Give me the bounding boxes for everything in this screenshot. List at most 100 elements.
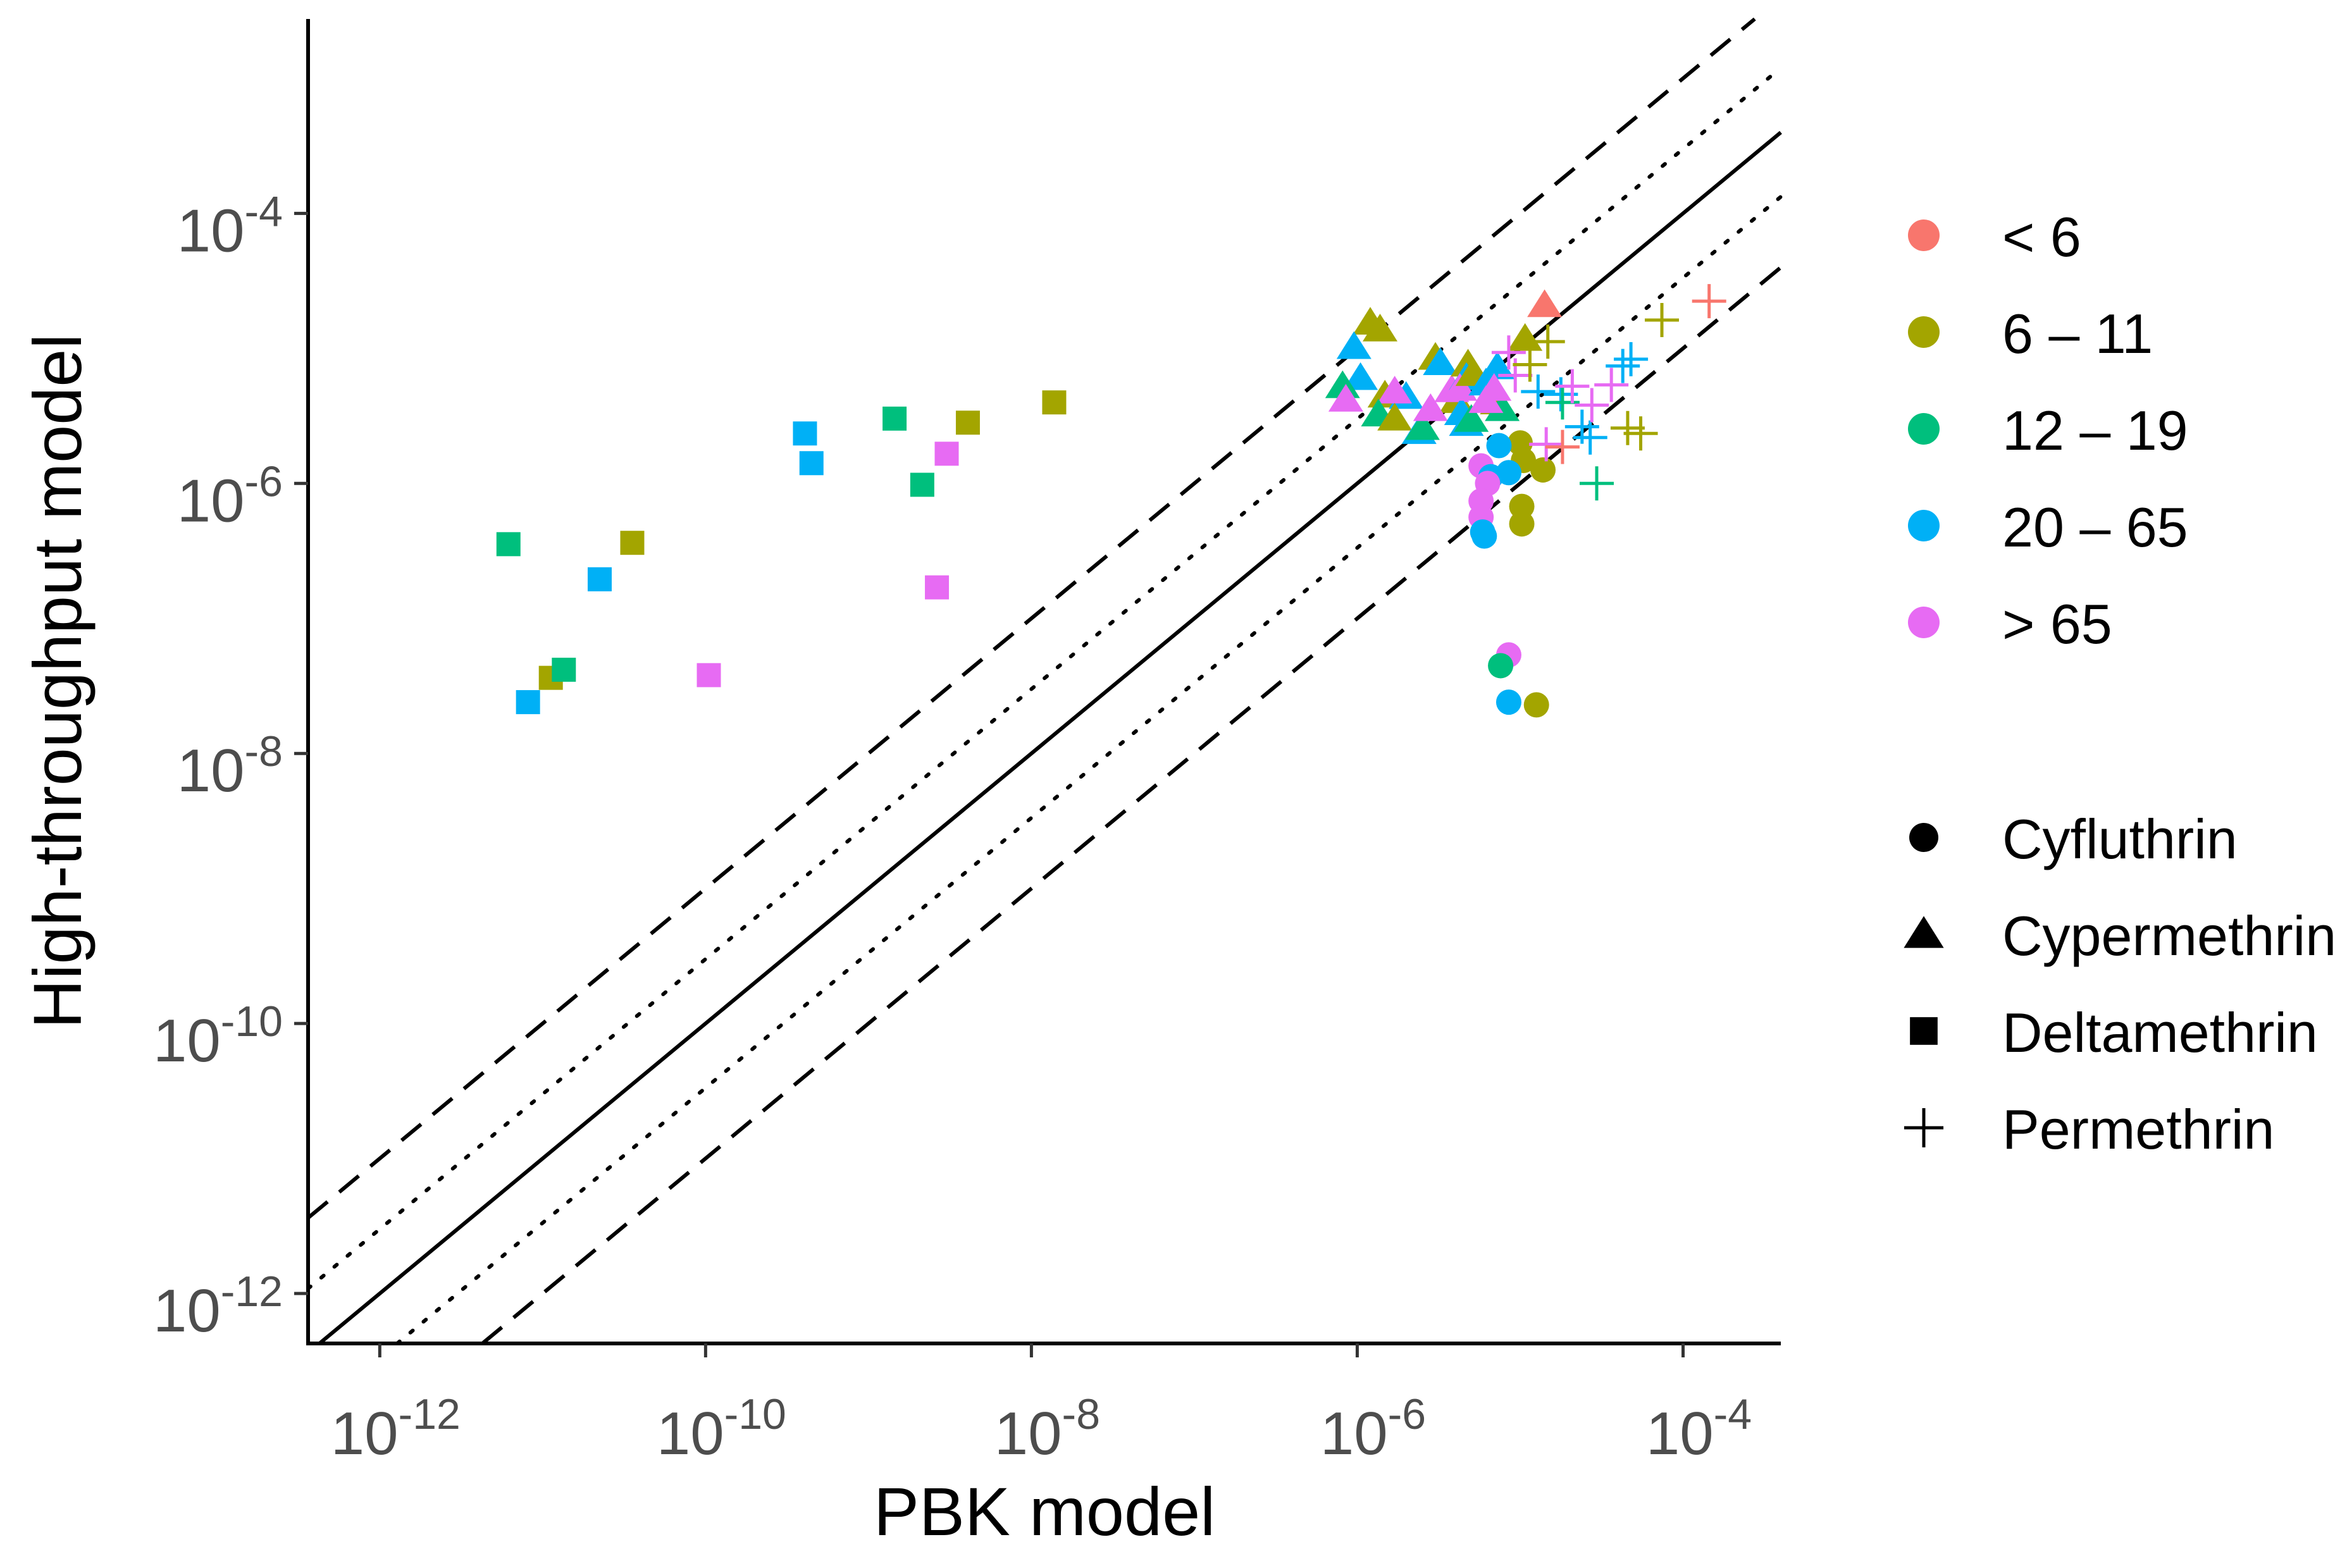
point-per-20-65-68	[1614, 342, 1649, 376]
legend-label-12-19: 12 – 19	[2002, 399, 2188, 462]
point-cyp-gt65-20	[1328, 383, 1363, 412]
legend-label-cyp: Cypermethrin	[2002, 904, 2336, 967]
point-del-20-65-8	[799, 451, 824, 476]
point-cyf-6-11-56	[1509, 493, 1535, 519]
legend-label-cyf: Cyfluthrin	[2002, 808, 2238, 870]
point-per-gt65-84	[1529, 427, 1564, 462]
point-cyp-lt6-47	[1527, 289, 1563, 318]
point-cyf-6-11-55	[1530, 457, 1556, 483]
legend-label-6-11: 6 – 11	[2002, 302, 2153, 365]
point-per-6-11-82	[1610, 411, 1645, 445]
point-cyp-gt65-36	[1442, 373, 1478, 401]
legend-key-12-19	[1908, 413, 1940, 445]
point-cyf-6-11-65	[1523, 692, 1549, 718]
point-del-gt65-13	[925, 575, 950, 600]
point-del-12-19-0	[496, 532, 521, 557]
x-tick-label: 10-4	[1646, 1390, 1752, 1467]
point-per-gt65-86	[1575, 388, 1609, 423]
point-per-12-19-76	[1545, 385, 1580, 420]
x-tick-label: 10-12	[331, 1390, 461, 1467]
legend-label-per: Permethrin	[2002, 1098, 2274, 1161]
point-del-6-11-1	[620, 531, 645, 555]
legend-key-cyf	[1909, 823, 1938, 852]
legend-key-del	[1910, 1017, 1938, 1045]
legend-key-cyp	[1904, 916, 1944, 948]
x-tick-label: 10-8	[994, 1390, 1100, 1467]
legend-label-del: Deltamethrin	[2002, 1001, 2318, 1064]
point-del-12-19-10	[910, 472, 934, 497]
point-del-20-65-2	[587, 567, 612, 591]
ref-line-3-fold-below	[395, 195, 1783, 1345]
point-cyp-6-11-25	[1377, 402, 1413, 431]
point-cyp-gt65-45	[1468, 385, 1504, 413]
legend-label-gt65: > 65	[2002, 593, 2112, 655]
point-del-gt65-6	[697, 663, 721, 688]
point-per-6-11-73	[1513, 347, 1547, 382]
y-axis-ticks: 10-12 10-10 10-8 10-6 10-4	[153, 187, 308, 1345]
y-tick-label: 10-8	[177, 727, 283, 805]
legend-key-lt6	[1908, 219, 1940, 251]
legend-chemicals: Cyfluthrin Cypermethrin Deltamethrin Permet…	[1904, 808, 2336, 1161]
ref-line-identity	[318, 130, 1782, 1345]
point-per-20-65-80	[1573, 420, 1607, 455]
point-cyp-12-19-27	[1404, 412, 1440, 440]
point-del-20-65-7	[793, 421, 817, 446]
point-cyf-20-65-61	[1471, 523, 1497, 549]
x-axis-title: PBK model	[874, 1473, 1215, 1550]
point-per-12-19-81	[1580, 466, 1614, 501]
point-cyp-20-65-17	[1336, 331, 1372, 359]
legend-key-gt65	[1908, 607, 1940, 638]
point-cyf-6-11-59	[1509, 511, 1535, 537]
legend-label-20-65: 20 – 65	[2002, 496, 2188, 559]
point-cyf-20-65-49	[1486, 433, 1512, 459]
point-del-20-65-5	[516, 690, 540, 715]
axes	[306, 19, 1781, 1345]
point-per-gt65-77	[1555, 369, 1590, 404]
y-tick-label: 10-12	[153, 1268, 283, 1345]
legend-age-groups: < 6 6 – 11 12 – 19 20 – 65 > 65	[1908, 206, 2188, 655]
x-tick-label: 10-10	[657, 1390, 786, 1467]
point-cyp-12-19-19	[1325, 370, 1360, 398]
point-per-6-11-67	[1645, 303, 1680, 338]
point-cyp-gt65-23	[1377, 376, 1413, 404]
ref-line-10-fold-above	[307, 17, 1756, 1219]
point-per-lt6-66	[1692, 284, 1726, 319]
point-per-gt65-78	[1594, 367, 1629, 402]
point-cyp-gt65-32	[1413, 393, 1448, 421]
legend-key-20-65	[1908, 510, 1940, 541]
point-cyp-6-11-46	[1508, 323, 1543, 351]
point-per-6-11-83	[1623, 416, 1658, 451]
legend-key-6-11	[1908, 316, 1940, 348]
point-cyp-12-19-40	[1454, 404, 1489, 432]
point-per-20-65-74	[1521, 374, 1556, 409]
ref-line-10-fold-below	[481, 266, 1782, 1345]
point-per-6-11-72	[1530, 324, 1565, 359]
point-cyf-12-19-63	[1488, 653, 1514, 679]
point-del-gt65-11	[934, 441, 959, 466]
point-cyp-20-65-41	[1480, 351, 1515, 380]
point-cyp-12-19-43	[1485, 393, 1520, 421]
point-del-12-19-9	[882, 406, 907, 431]
point-cyp-20-65-29	[1423, 347, 1458, 376]
point-per-20-65-69	[1606, 349, 1640, 383]
ref-line-3-fold-above	[306, 66, 1783, 1291]
y-tick-label: 10-10	[153, 997, 283, 1075]
y-tick-label: 10-6	[177, 457, 283, 534]
point-del-6-11-14	[1042, 390, 1067, 415]
y-axis-title: High-throughput model	[19, 334, 96, 1029]
legend-label-lt6: < 6	[2002, 206, 2081, 268]
point-del-12-19-4	[552, 657, 576, 682]
point-del-6-11-12	[955, 411, 980, 435]
reference-lines	[306, 17, 1783, 1345]
x-tick-label: 10-6	[1320, 1390, 1426, 1467]
legend-key-per	[1904, 1108, 1944, 1148]
point-cyp-20-65-18	[1343, 362, 1378, 390]
data-points	[496, 284, 1726, 718]
point-per-lt6-85	[1545, 429, 1580, 464]
point-cyp-6-11-16	[1362, 313, 1397, 342]
y-tick-label: 10-4	[177, 187, 283, 264]
point-cyf-20-65-64	[1496, 689, 1521, 715]
x-axis-ticks: 10-12 10-10 10-8 10-6 10-4	[331, 1343, 1752, 1467]
point-per-gt65-70	[1491, 335, 1526, 370]
